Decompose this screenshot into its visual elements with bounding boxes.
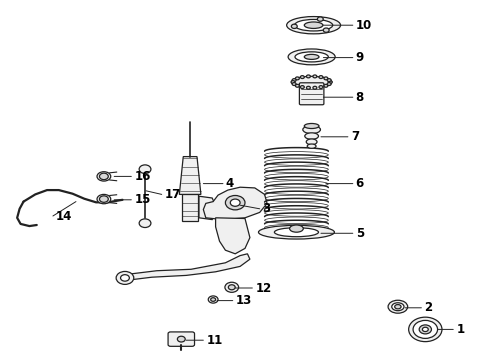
Circle shape — [116, 271, 134, 284]
Ellipse shape — [287, 17, 341, 34]
Polygon shape — [179, 157, 201, 194]
Circle shape — [121, 275, 129, 281]
Polygon shape — [203, 187, 267, 220]
Circle shape — [291, 81, 295, 84]
Ellipse shape — [274, 228, 318, 237]
FancyBboxPatch shape — [299, 83, 324, 105]
Text: 12: 12 — [255, 282, 271, 294]
Ellipse shape — [395, 305, 401, 309]
Circle shape — [300, 86, 304, 89]
Circle shape — [313, 75, 317, 78]
Ellipse shape — [265, 202, 328, 209]
Ellipse shape — [265, 152, 328, 158]
Text: 1: 1 — [456, 323, 465, 336]
Circle shape — [177, 336, 185, 342]
Circle shape — [327, 82, 331, 85]
Text: 6: 6 — [356, 177, 364, 190]
Ellipse shape — [304, 123, 319, 129]
Circle shape — [323, 28, 329, 32]
Text: 17: 17 — [165, 188, 181, 201]
Circle shape — [328, 81, 332, 84]
Ellipse shape — [265, 188, 328, 194]
Text: 14: 14 — [56, 210, 72, 222]
Circle shape — [313, 86, 317, 89]
Circle shape — [292, 79, 296, 82]
Ellipse shape — [413, 320, 438, 338]
Ellipse shape — [419, 325, 432, 334]
Ellipse shape — [306, 139, 317, 145]
Ellipse shape — [307, 144, 316, 148]
Text: 8: 8 — [356, 91, 364, 104]
Circle shape — [208, 296, 218, 303]
Ellipse shape — [305, 133, 318, 139]
Circle shape — [324, 84, 328, 87]
Circle shape — [99, 173, 108, 180]
Ellipse shape — [304, 22, 323, 28]
Circle shape — [319, 76, 323, 78]
Ellipse shape — [265, 181, 328, 187]
Circle shape — [211, 298, 216, 301]
Text: 15: 15 — [134, 193, 150, 206]
Ellipse shape — [265, 166, 328, 173]
Text: 7: 7 — [351, 130, 359, 143]
Circle shape — [99, 196, 108, 202]
Ellipse shape — [292, 76, 332, 88]
Circle shape — [230, 199, 240, 206]
Text: 5: 5 — [356, 227, 364, 240]
Text: 4: 4 — [226, 177, 234, 190]
Ellipse shape — [304, 54, 319, 59]
Circle shape — [292, 82, 296, 85]
Text: 2: 2 — [424, 301, 433, 314]
Circle shape — [306, 75, 310, 78]
Circle shape — [318, 17, 323, 21]
Circle shape — [292, 24, 297, 28]
Polygon shape — [199, 196, 217, 220]
Circle shape — [306, 86, 310, 89]
Ellipse shape — [265, 210, 328, 216]
Circle shape — [225, 282, 239, 292]
Ellipse shape — [422, 327, 428, 332]
FancyBboxPatch shape — [182, 194, 198, 221]
Ellipse shape — [388, 300, 408, 313]
Circle shape — [300, 76, 304, 78]
Circle shape — [324, 77, 328, 80]
Circle shape — [295, 84, 299, 87]
Ellipse shape — [259, 225, 335, 239]
Ellipse shape — [303, 126, 320, 134]
Ellipse shape — [294, 19, 333, 31]
Ellipse shape — [290, 225, 303, 232]
Ellipse shape — [265, 174, 328, 180]
Ellipse shape — [265, 195, 328, 202]
Circle shape — [319, 86, 323, 89]
Ellipse shape — [392, 303, 404, 311]
Circle shape — [225, 195, 245, 210]
Ellipse shape — [295, 52, 328, 62]
Ellipse shape — [265, 224, 328, 231]
Text: 13: 13 — [236, 294, 252, 307]
Text: 11: 11 — [206, 334, 222, 347]
Text: 16: 16 — [134, 170, 150, 183]
Ellipse shape — [265, 159, 328, 165]
Polygon shape — [119, 254, 250, 281]
Ellipse shape — [265, 217, 328, 224]
Circle shape — [139, 165, 151, 174]
Circle shape — [327, 79, 331, 82]
Circle shape — [139, 219, 151, 228]
Text: 10: 10 — [356, 19, 372, 32]
Polygon shape — [216, 218, 250, 254]
FancyBboxPatch shape — [168, 332, 195, 346]
Ellipse shape — [409, 317, 442, 342]
Ellipse shape — [97, 172, 111, 181]
Ellipse shape — [288, 49, 335, 65]
Text: 3: 3 — [263, 202, 271, 215]
Circle shape — [228, 285, 235, 290]
Circle shape — [295, 77, 299, 80]
Ellipse shape — [97, 194, 111, 204]
Text: 9: 9 — [356, 51, 364, 64]
